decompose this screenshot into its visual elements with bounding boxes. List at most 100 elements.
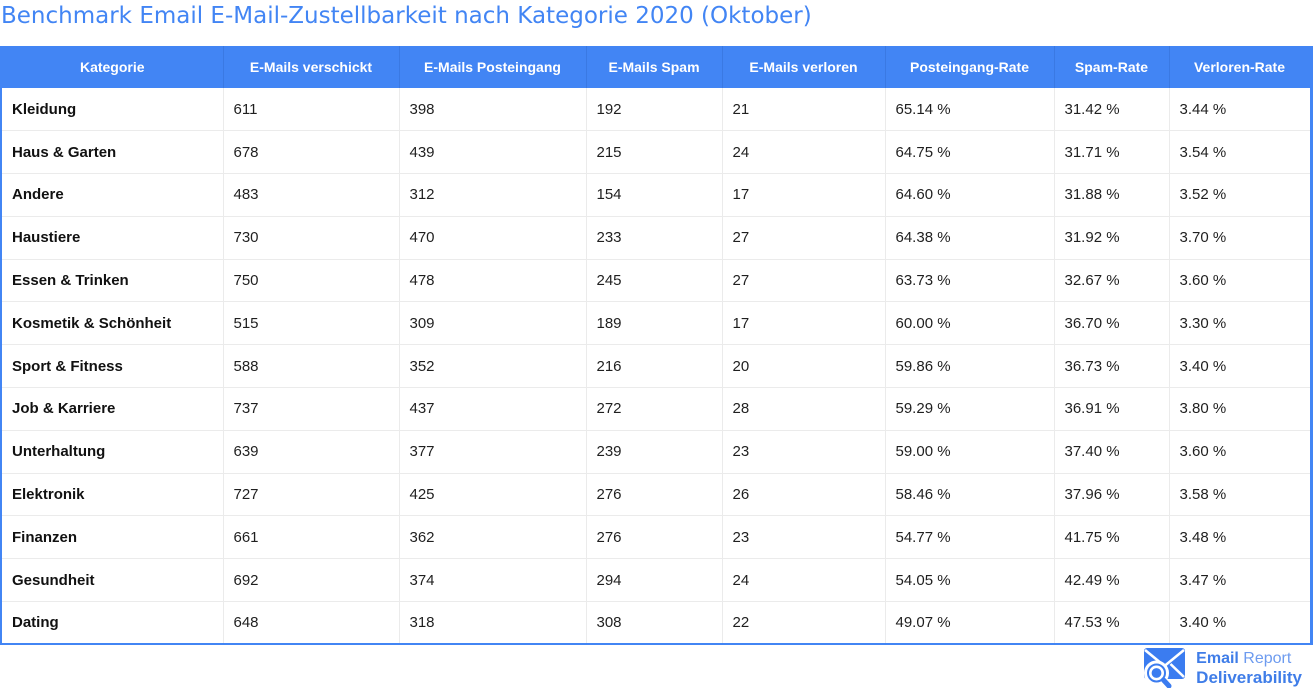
- table-row: Gesundheit 692 374 294 24 54.05 % 42.49 % 3.47 …: [1, 558, 1311, 603]
- value-cell: 215: [586, 130, 723, 175]
- value-cell: 23: [722, 430, 886, 474]
- value-cell: 64.75 %: [885, 130, 1055, 175]
- column-header: Spam-Rate: [1054, 46, 1170, 88]
- page-title: Benchmark Email E-Mail-Zustellbarkeit na…: [1, 3, 812, 29]
- value-cell: 31.42 %: [1054, 88, 1170, 132]
- value-cell: 374: [399, 558, 587, 603]
- table-row: Job & Karriere 737 437 272 28 59.29 % 36.91 % 3…: [1, 387, 1311, 431]
- value-cell: 276: [586, 515, 723, 560]
- value-cell: 59.00 %: [885, 430, 1055, 474]
- value-cell: 54.05 %: [885, 558, 1055, 603]
- value-cell: 24: [722, 558, 886, 603]
- value-cell: 661: [223, 515, 400, 560]
- value-cell: 727: [223, 473, 400, 517]
- value-cell: 58.46 %: [885, 473, 1055, 517]
- value-cell: 377: [399, 430, 587, 474]
- value-cell: 17: [722, 173, 886, 217]
- category-cell: Dating: [1, 601, 224, 645]
- table-body: Kleidung 611 398 192 21 65.14 % 31.42 % 3.44 % H…: [1, 88, 1311, 645]
- brand-line1: Email Report: [1196, 650, 1291, 667]
- value-cell: 22: [722, 601, 886, 645]
- category-cell: Unterhaltung: [1, 430, 224, 474]
- value-cell: 154: [586, 173, 723, 217]
- table-row: Essen & Trinken 750 478 245 27 63.73 % 32.67 %…: [1, 259, 1311, 303]
- value-cell: 31.88 %: [1054, 173, 1170, 217]
- value-cell: 233: [586, 216, 723, 260]
- value-cell: 294: [586, 558, 723, 603]
- value-cell: 588: [223, 344, 400, 389]
- category-cell: Finanzen: [1, 515, 224, 560]
- category-cell: Haus & Garten: [1, 130, 224, 175]
- table-row: Dating 648 318 308 22 49.07 % 47.53 % 3.40 %: [1, 601, 1311, 645]
- value-cell: 54.77 %: [885, 515, 1055, 560]
- value-cell: 478: [399, 259, 587, 303]
- value-cell: 3.80 %: [1169, 387, 1311, 431]
- value-cell: 362: [399, 515, 587, 560]
- envelope-magnifier-icon: [1141, 646, 1187, 693]
- brand-text: Email Report Deliverability: [1196, 650, 1302, 689]
- value-cell: 47.53 %: [1054, 601, 1170, 645]
- table-row: Kosmetik & Schönheit 515 309 189 17 60.00 % 36…: [1, 301, 1311, 346]
- value-cell: 318: [399, 601, 587, 645]
- value-cell: 27: [722, 216, 886, 260]
- value-cell: 692: [223, 558, 400, 603]
- brand-word-deliverability: Deliverability: [1196, 668, 1302, 688]
- value-cell: 189: [586, 301, 723, 346]
- value-cell: 59.29 %: [885, 387, 1055, 431]
- value-cell: 437: [399, 387, 587, 431]
- value-cell: 425: [399, 473, 587, 517]
- value-cell: 37.40 %: [1054, 430, 1170, 474]
- value-cell: 3.40 %: [1169, 344, 1311, 389]
- value-cell: 245: [586, 259, 723, 303]
- value-cell: 737: [223, 387, 400, 431]
- category-cell: Haustiere: [1, 216, 224, 260]
- column-header: E-Mails verloren: [722, 46, 886, 88]
- value-cell: 3.52 %: [1169, 173, 1311, 217]
- value-cell: 439: [399, 130, 587, 175]
- table-row: Sport & Fitness 588 352 216 20 59.86 % 36.73 %…: [1, 344, 1311, 389]
- value-cell: 3.70 %: [1169, 216, 1311, 260]
- value-cell: 23: [722, 515, 886, 560]
- value-cell: 272: [586, 387, 723, 431]
- value-cell: 32.67 %: [1054, 259, 1170, 303]
- value-cell: 3.44 %: [1169, 88, 1311, 132]
- value-cell: 611: [223, 88, 400, 132]
- column-header: Kategorie: [1, 46, 224, 88]
- value-cell: 31.71 %: [1054, 130, 1170, 175]
- value-cell: 192: [586, 88, 723, 132]
- table-row: Haustiere 730 470 233 27 64.38 % 31.92 % 3.70 %: [1, 216, 1311, 260]
- category-cell: Gesundheit: [1, 558, 224, 603]
- value-cell: 20: [722, 344, 886, 389]
- category-cell: Andere: [1, 173, 224, 217]
- brand-logo: Email Report Deliverability: [1141, 646, 1302, 693]
- value-cell: 312: [399, 173, 587, 217]
- value-cell: 639: [223, 430, 400, 474]
- benchmark-table: Kategorie E-Mails verschickt E-Mails Poste…: [0, 46, 1313, 646]
- value-cell: 49.07 %: [885, 601, 1055, 645]
- table-row: Haus & Garten 678 439 215 24 64.75 % 31.71 % 3.…: [1, 130, 1311, 175]
- value-cell: 36.91 %: [1054, 387, 1170, 431]
- category-cell: Essen & Trinken: [1, 259, 224, 303]
- value-cell: 239: [586, 430, 723, 474]
- value-cell: 352: [399, 344, 587, 389]
- value-cell: 24: [722, 130, 886, 175]
- table-header: Kategorie E-Mails verschickt E-Mails Poste…: [1, 46, 1311, 88]
- value-cell: 483: [223, 173, 400, 217]
- category-cell: Sport & Fitness: [1, 344, 224, 389]
- footer: Email Report Deliverability: [0, 645, 1314, 693]
- value-cell: 36.73 %: [1054, 344, 1170, 389]
- table-row: Elektronik 727 425 276 26 58.46 % 37.96 % 3.58 …: [1, 473, 1311, 517]
- table-row: Unterhaltung 639 377 239 23 59.00 % 37.40 % 3.6…: [1, 430, 1311, 474]
- column-header: E-Mails verschickt: [223, 46, 400, 88]
- value-cell: 64.38 %: [885, 216, 1055, 260]
- value-cell: 28: [722, 387, 886, 431]
- brand-word-report: Report: [1238, 649, 1292, 667]
- value-cell: 60.00 %: [885, 301, 1055, 346]
- value-cell: 3.58 %: [1169, 473, 1311, 517]
- value-cell: 3.47 %: [1169, 558, 1311, 603]
- value-cell: 309: [399, 301, 587, 346]
- column-header: Posteingang-Rate: [885, 46, 1055, 88]
- value-cell: 3.48 %: [1169, 515, 1311, 560]
- brand-word-email: Email: [1196, 649, 1239, 667]
